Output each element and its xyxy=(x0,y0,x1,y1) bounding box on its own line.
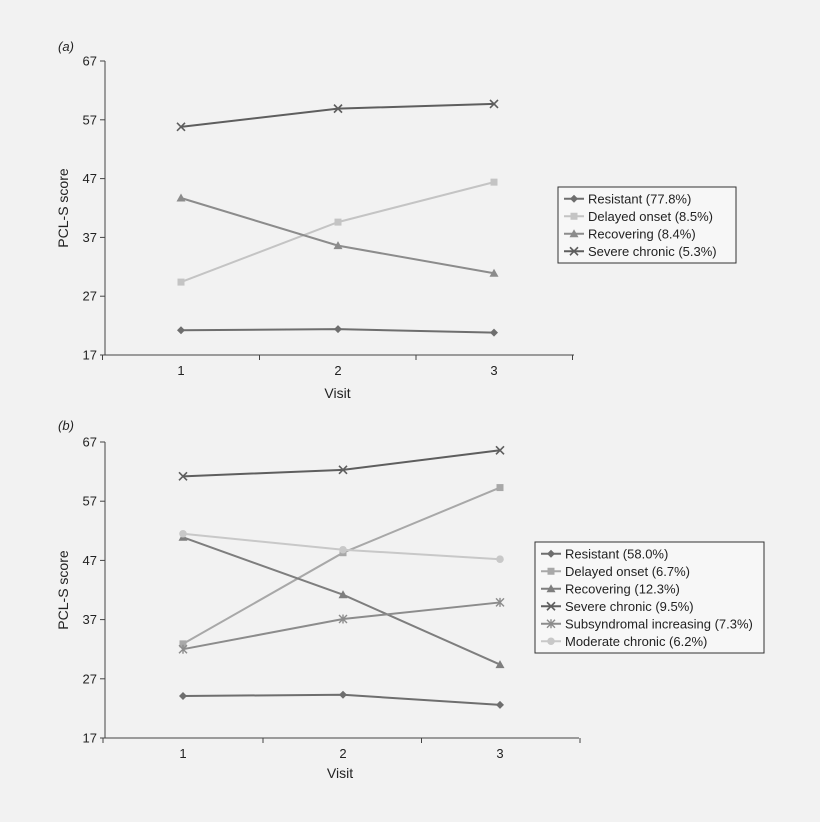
data-point xyxy=(334,325,342,334)
panel-label: (b) xyxy=(58,418,74,433)
legend-marker xyxy=(570,212,578,220)
legend-label: Recovering (12.3%) xyxy=(565,581,680,596)
y-tick-label: 67 xyxy=(83,54,97,69)
data-point xyxy=(177,278,185,286)
y-tick-label: 67 xyxy=(83,435,97,450)
legend-marker xyxy=(569,229,579,238)
data-point xyxy=(339,545,347,554)
legend: Resistant (58.0%) Delayed onset (6.7%) Rec… xyxy=(534,541,765,654)
chart-panel-a: (a) 17 27 37 47 57 67 1 2 3 PCL-S score Visit Resist… xyxy=(55,39,737,401)
legend-marker xyxy=(569,246,579,256)
y-tick-label: 37 xyxy=(83,230,97,245)
panel-label: (a) xyxy=(58,39,74,54)
legend-label: Recovering (8.4%) xyxy=(588,226,696,241)
panel-label-close: ) xyxy=(68,39,74,54)
data-point xyxy=(333,241,343,250)
legend-marker xyxy=(546,601,556,611)
y-axis-title: PCL-S score xyxy=(55,550,71,630)
y-tick-label: 17 xyxy=(83,731,97,746)
data-point xyxy=(176,122,186,132)
y-tick-label: 47 xyxy=(83,553,97,568)
data-point xyxy=(489,99,499,109)
y-tick-label: 27 xyxy=(83,289,97,304)
x-tick-label: 1 xyxy=(177,363,184,378)
legend-label: Delayed onset (6.7%) xyxy=(565,564,690,579)
series-line xyxy=(182,601,501,651)
panel-label-open: ( xyxy=(58,39,64,54)
legend-marker xyxy=(546,619,556,629)
y-tick-label: 17 xyxy=(83,348,97,363)
y-tick-label: 27 xyxy=(83,671,97,686)
y-tick-label: 57 xyxy=(83,494,97,509)
legend-marker xyxy=(547,549,555,558)
data-point xyxy=(338,465,348,475)
panel-label-open: ( xyxy=(58,418,64,433)
data-point xyxy=(495,660,505,669)
data-point xyxy=(495,445,505,455)
data-point xyxy=(496,484,504,492)
legend-marker xyxy=(547,567,555,575)
x-tick-label: 2 xyxy=(334,363,341,378)
panel-label-close: ) xyxy=(68,418,74,433)
panel-letter: a xyxy=(62,39,69,54)
x-tick-label: 3 xyxy=(496,746,503,761)
legend-label: Resistant (77.8%) xyxy=(588,191,691,206)
data-point xyxy=(176,193,186,202)
data-point xyxy=(179,529,187,538)
legend-label: Resistant (58.0%) xyxy=(565,546,668,561)
legend-label: Subsyndromal increasing (7.3%) xyxy=(565,616,753,631)
y-tick-label: 57 xyxy=(83,112,97,127)
series-line xyxy=(180,197,495,275)
data-point xyxy=(495,597,505,607)
x-tick-label: 2 xyxy=(339,746,346,761)
data-point xyxy=(338,614,348,624)
y-axis-title: PCL-S score xyxy=(55,168,71,248)
legend-box xyxy=(534,541,765,654)
data-point xyxy=(177,326,185,335)
data-point xyxy=(333,104,343,114)
data-point xyxy=(496,555,504,564)
data-point xyxy=(496,700,504,709)
data-point xyxy=(338,590,348,599)
legend-label: Delayed onset (8.5%) xyxy=(588,209,713,224)
x-axis-title: Visit xyxy=(327,765,353,781)
series-line xyxy=(180,181,495,284)
legend: Resistant (77.8%) Delayed onset (8.5%) Rec… xyxy=(557,186,737,264)
data-point xyxy=(178,471,188,481)
legend-marker xyxy=(546,584,556,593)
data-point xyxy=(178,644,188,654)
x-tick-label: 1 xyxy=(179,746,186,761)
data-point xyxy=(490,328,498,337)
legend-label: Severe chronic (9.5%) xyxy=(565,599,694,614)
legend-box xyxy=(557,186,737,264)
legend-label: Moderate chronic (6.2%) xyxy=(565,634,707,649)
panel-letter: b xyxy=(62,418,69,433)
data-point xyxy=(489,268,499,277)
data-point xyxy=(179,640,187,648)
x-axis-title: Visit xyxy=(324,385,350,401)
data-point xyxy=(179,691,187,700)
data-point xyxy=(339,690,347,699)
y-tick-label: 47 xyxy=(83,171,97,186)
data-point xyxy=(490,178,498,186)
x-tick-label: 3 xyxy=(490,363,497,378)
data-point xyxy=(334,218,342,226)
legend-marker xyxy=(547,637,555,646)
legend-label: Severe chronic (5.3%) xyxy=(588,244,717,259)
legend-marker xyxy=(570,194,578,203)
chart-panel-b: (b) 17 27 37 47 57 67 1 2 3 PCL-S score Visit Resist… xyxy=(55,418,765,781)
y-tick-label: 37 xyxy=(83,612,97,627)
